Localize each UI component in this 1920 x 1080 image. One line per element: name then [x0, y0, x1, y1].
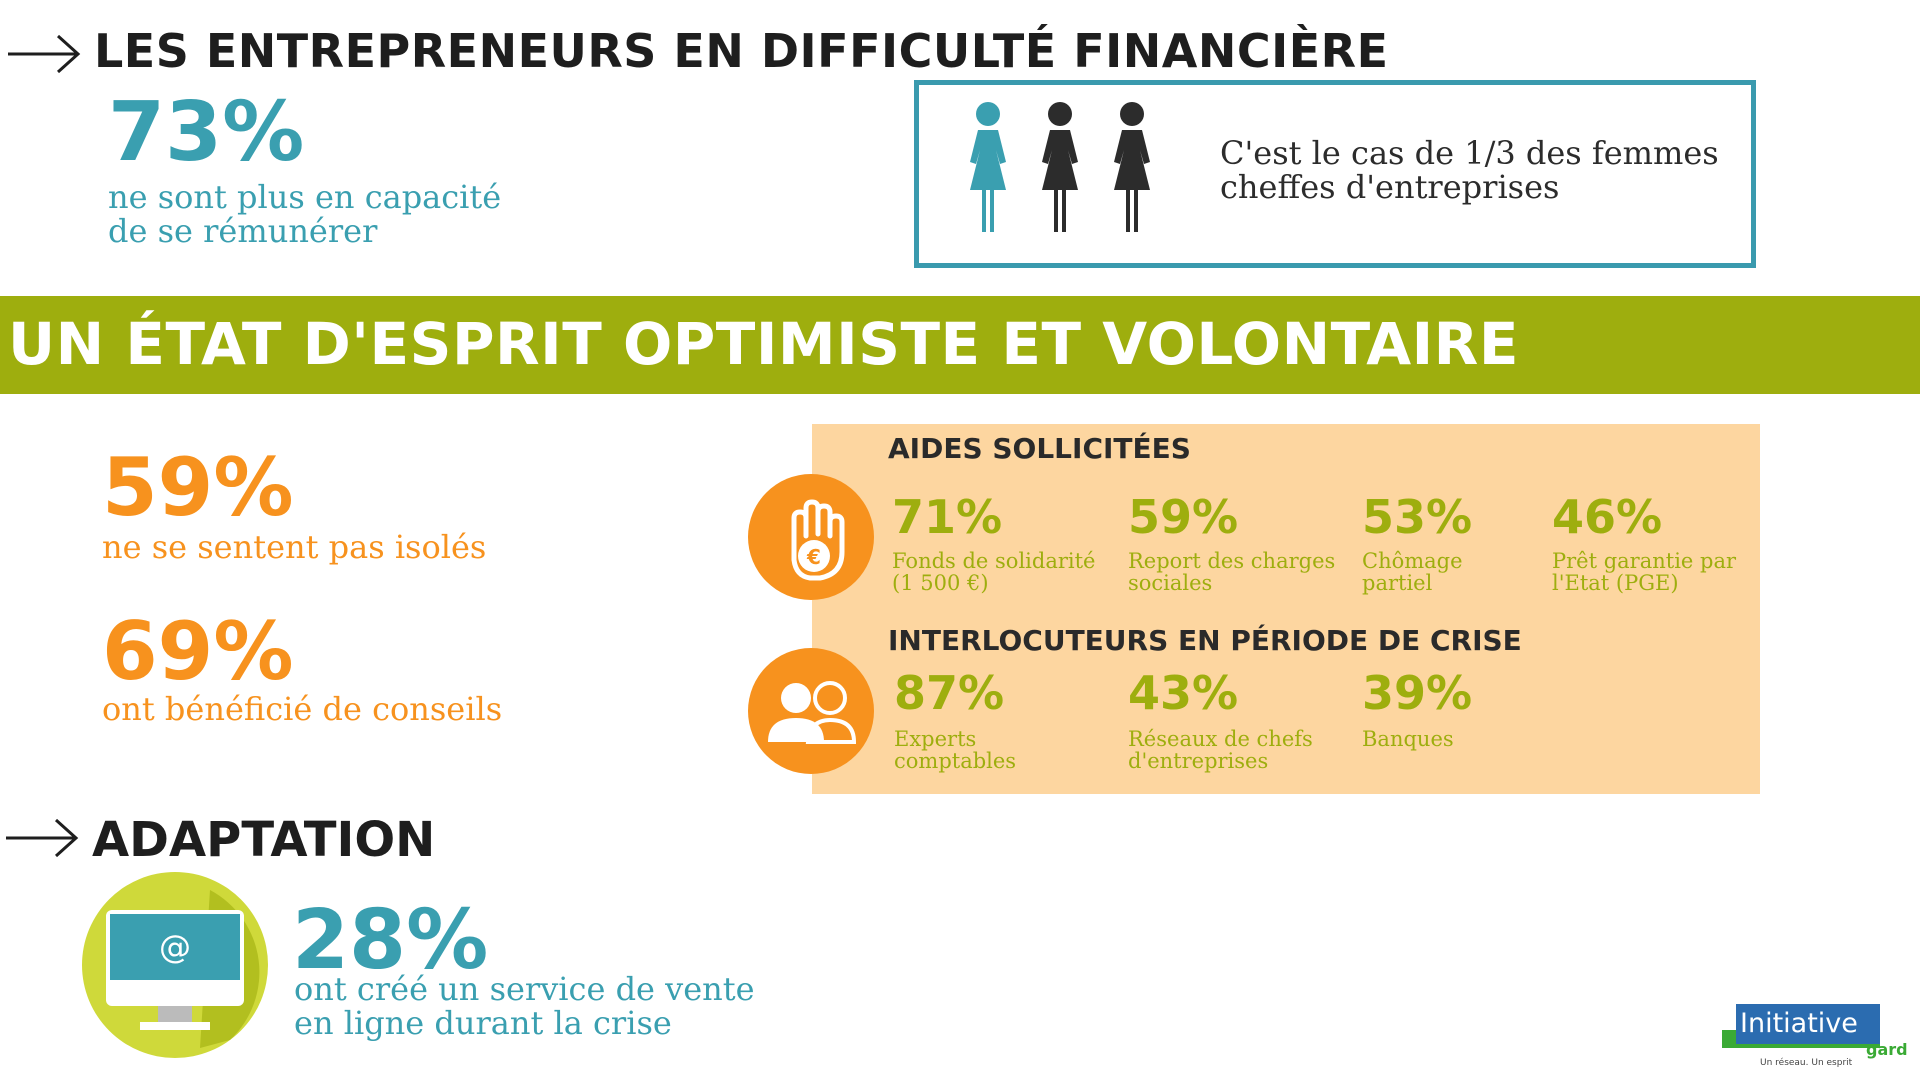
- aid-label-line: Chômage: [1362, 549, 1463, 573]
- logo-name: Initiative: [1740, 1008, 1858, 1039]
- contact-label: Réseaux de chefs d'entreprises: [1128, 728, 1348, 772]
- aid-label-line: Fonds de solidarité: [892, 549, 1096, 573]
- women-text-line: cheffes d'entreprises: [1220, 168, 1560, 206]
- section-title-adaptation: ADAPTATION: [92, 812, 436, 868]
- contact-label-line: Banques: [1362, 727, 1454, 751]
- women-callout-text: C'est le cas de 1/3 des femmes cheffes d…: [1220, 136, 1720, 204]
- aid-label-line: Prêt garantie par: [1552, 549, 1737, 573]
- woman-icon-highlighted: [970, 102, 1006, 232]
- logo-tagline: Un réseau. Un esprit: [1760, 1058, 1853, 1068]
- aid-value: 53%: [1362, 490, 1473, 544]
- contact-label: Banques: [1362, 728, 1582, 750]
- logo-region: gard: [1866, 1040, 1908, 1059]
- stat-advice: 69%: [102, 605, 294, 698]
- contact-label-line: d'entreprises: [1128, 749, 1269, 773]
- aid-label: Report des charges sociales: [1128, 550, 1348, 594]
- aid-label: Chômage partiel: [1362, 550, 1532, 594]
- desc-line: ne sont plus en capacité: [108, 178, 502, 216]
- stat-not-isolated: 59%: [102, 441, 294, 534]
- woman-icon: [1042, 102, 1078, 232]
- contact-item: 39% Banques: [1362, 670, 1582, 750]
- stat-advice-desc: ont bénéficié de conseils: [102, 690, 503, 728]
- contact-label-line: Experts: [894, 727, 977, 751]
- desc-line: de se rémunérer: [108, 212, 378, 250]
- section-title-financial: LES ENTREPRENEURS EN DIFFICULTÉ FINANCIÈ…: [94, 24, 1389, 78]
- aid-value: 59%: [1128, 490, 1239, 544]
- women-callout-box: [914, 80, 1756, 268]
- aid-item: 71% Fonds de solidarité (1 500 €): [892, 494, 1112, 594]
- at-symbol: @: [159, 928, 191, 966]
- aids-panel: [812, 424, 1760, 794]
- women-text-line: C'est le cas de 1/3 des femmes: [1220, 134, 1719, 172]
- women-icons: [970, 102, 1150, 232]
- contact-value: 43%: [1128, 666, 1239, 720]
- people-icon: [748, 648, 874, 774]
- aid-label: Fonds de solidarité (1 500 €): [892, 550, 1112, 594]
- svg-text:€: €: [806, 545, 821, 569]
- aid-label-line: (1 500 €): [892, 571, 989, 595]
- aid-label-line: sociales: [1128, 571, 1213, 595]
- aid-value: 46%: [1552, 490, 1663, 544]
- stat-online-sales-desc: ont créé un service de vente en ligne du…: [294, 972, 755, 1040]
- stat-not-isolated-desc: ne se sentent pas isolés: [102, 528, 487, 566]
- stat-not-paid-desc: ne sont plus en capacité de se rémunérer: [108, 180, 528, 248]
- logo-box: [1736, 1004, 1880, 1044]
- arrow-right-icon: [6, 818, 79, 858]
- aid-item: 59% Report des charges sociales: [1128, 494, 1348, 594]
- aids-title: AIDES SOLLICITÉES: [888, 432, 1191, 465]
- aid-label-line: l'Etat (PGE): [1552, 571, 1679, 595]
- stat-not-paid: 73%: [108, 85, 305, 180]
- contact-value: 39%: [1362, 666, 1473, 720]
- contact-item: 87% Experts comptables: [894, 670, 1114, 772]
- contacts-title: INTERLOCUTEURS EN PÉRIODE DE CRISE: [888, 624, 1522, 657]
- aid-item: 53% Chômage partiel: [1362, 494, 1532, 594]
- hand-euro-icon: €: [748, 474, 874, 600]
- desc-line: ont créé un service de vente: [294, 970, 755, 1008]
- contact-item: 43% Réseaux de chefs d'entreprises: [1128, 670, 1348, 772]
- aid-label: Prêt garantie par l'Etat (PGE): [1552, 550, 1752, 594]
- contact-label-line: Réseaux de chefs: [1128, 727, 1313, 751]
- contact-label: Experts comptables: [894, 728, 1114, 772]
- desc-line: en ligne durant la crise: [294, 1004, 672, 1042]
- aid-label-line: partiel: [1362, 571, 1433, 595]
- banner: [0, 296, 1920, 394]
- contact-value: 87%: [894, 666, 1005, 720]
- aid-label-line: Report des charges: [1128, 549, 1336, 573]
- arrow-right-icon: [8, 34, 81, 74]
- banner-title: UN ÉTAT D'ESPRIT OPTIMISTE ET VOLONTAIRE: [8, 310, 1519, 378]
- computer-icon: @: [82, 872, 268, 1058]
- aid-value: 71%: [892, 490, 1003, 544]
- aid-item: 46% Prêt garantie par l'Etat (PGE): [1552, 494, 1752, 594]
- contact-label-line: comptables: [894, 749, 1017, 773]
- woman-icon: [1114, 102, 1150, 232]
- stat-online-sales: 28%: [292, 893, 489, 988]
